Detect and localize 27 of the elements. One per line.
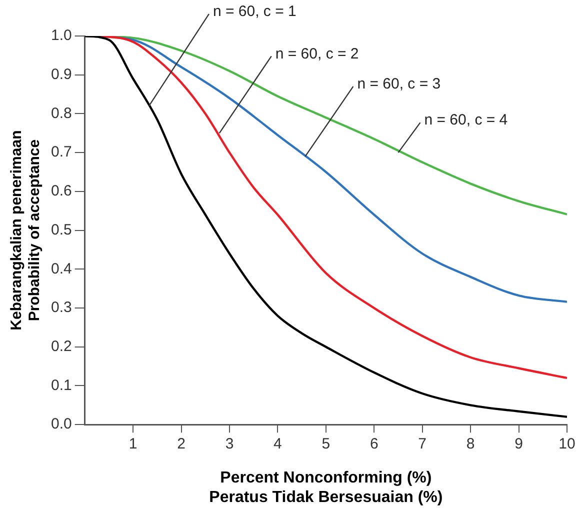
x-tick-label: 9 (514, 436, 523, 453)
y-tick-label: 0.2 (50, 338, 72, 356)
y-tick-label: 0.0 (50, 416, 72, 433)
annotation: n = 60, c = 4 (424, 112, 508, 129)
x-axis-title: Percent Nonconforming (%) Peratus Tidak Bersesuaian (%) (209, 470, 443, 506)
y-axis-title: Kebarangkalian penerimaan Probability of acceptance (8, 130, 44, 330)
y-tick-label: 0.7 (50, 144, 72, 161)
y-tick-label: 0.1 (50, 376, 72, 394)
y-tick-label: 0.4 (50, 260, 72, 278)
x-tick-label: 2 (177, 436, 186, 453)
y-tick-label: 0.3 (50, 299, 72, 316)
x-tick-label: 8 (466, 436, 475, 453)
y-tick-label: 0.8 (50, 104, 72, 122)
y-tick-label: 1.0 (50, 27, 72, 44)
x-tick-label: 1 (128, 436, 138, 453)
x-tick-label: 6 (370, 436, 378, 453)
x-tick-label: 4 (274, 436, 282, 453)
x-tick-label: 7 (418, 436, 427, 453)
y-tick-label: 0.6 (50, 182, 72, 200)
y-tick-label: 0.5 (50, 221, 72, 238)
annotation: n = 60, c = 2 (275, 45, 359, 62)
annotation: n = 60, c = 1 (212, 3, 296, 20)
x-tick-label: 5 (322, 436, 330, 453)
annotation: n = 60, c = 3 (357, 76, 441, 93)
x-tick-label: 10 (558, 436, 576, 453)
y-tick-label: 0.9 (50, 66, 72, 83)
x-tick-label: 3 (225, 436, 234, 453)
